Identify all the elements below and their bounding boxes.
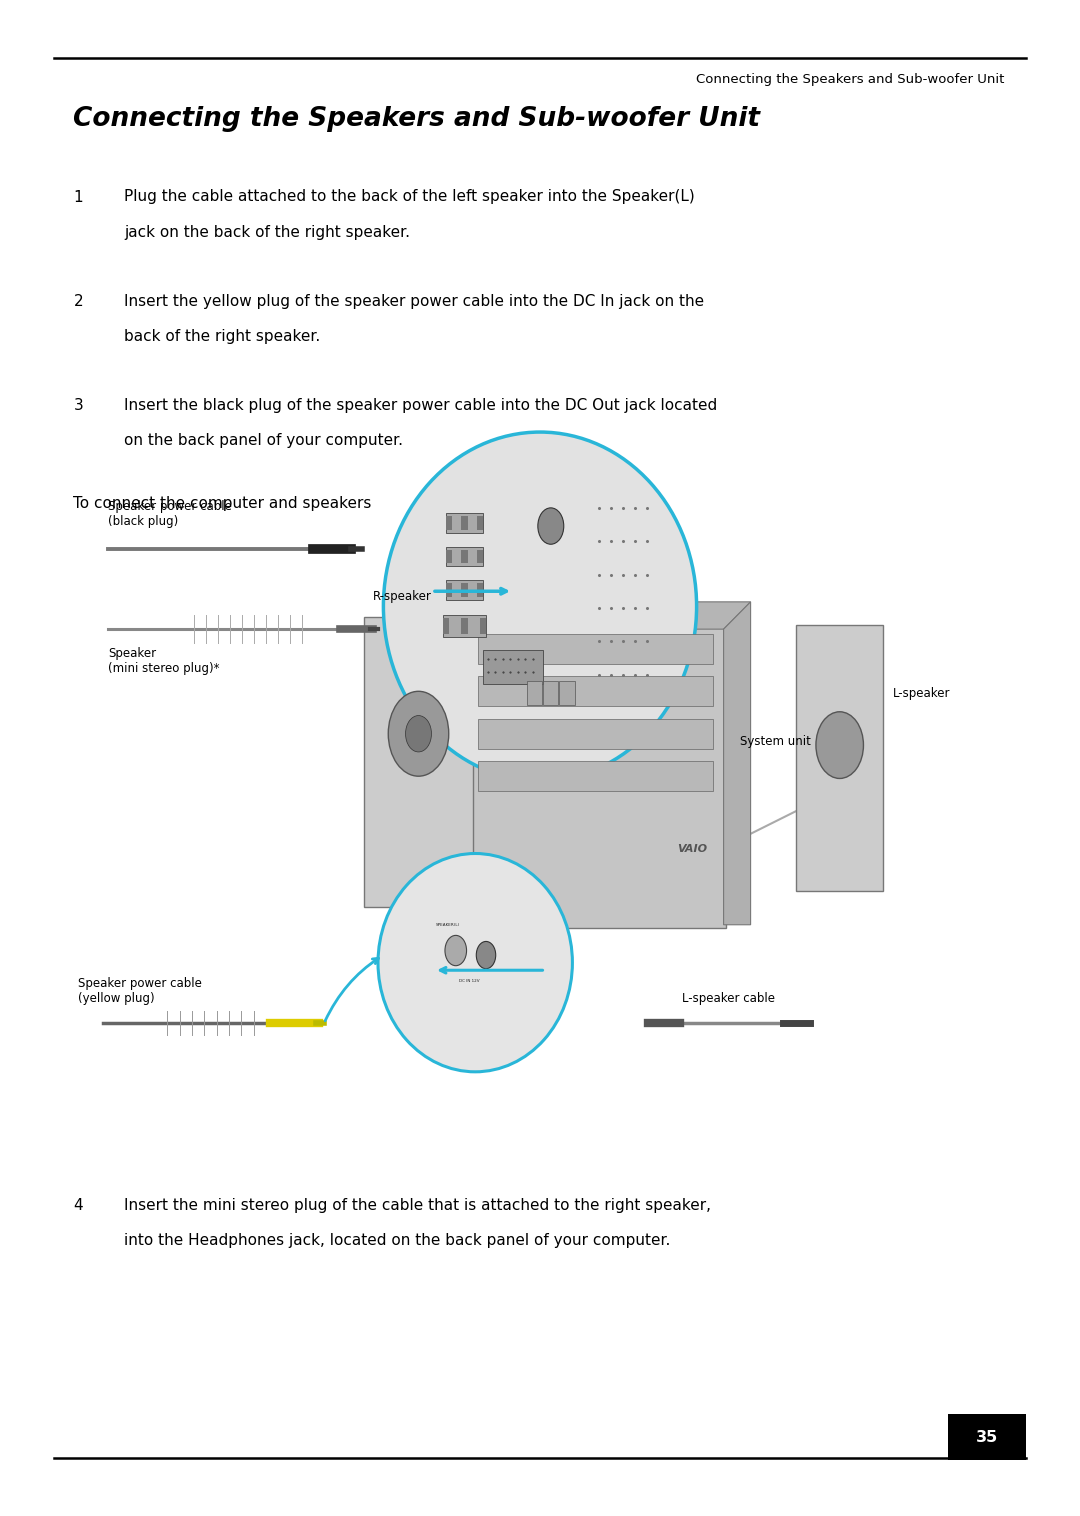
Ellipse shape — [383, 432, 697, 781]
Text: 35: 35 — [976, 1430, 998, 1445]
FancyBboxPatch shape — [446, 512, 484, 532]
Text: Insert the yellow plug of the speaker power cable into the DC In jack on the: Insert the yellow plug of the speaker po… — [124, 294, 704, 309]
Text: Insert the black plug of the speaker power cable into the DC Out jack located: Insert the black plug of the speaker pow… — [124, 399, 717, 412]
FancyBboxPatch shape — [478, 634, 713, 664]
Text: into the Headphones jack, located on the back panel of your computer.: into the Headphones jack, located on the… — [124, 1233, 671, 1248]
Text: Plug the cable attached to the back of the left speaker into the Speaker(L): Plug the cable attached to the back of t… — [124, 190, 694, 205]
FancyBboxPatch shape — [446, 550, 451, 562]
Text: Insert the mini stereo plug of the cable that is attached to the right speaker,: Insert the mini stereo plug of the cable… — [124, 1198, 712, 1213]
FancyBboxPatch shape — [364, 617, 473, 907]
Text: DC IN 12V: DC IN 12V — [459, 979, 481, 982]
Circle shape — [389, 691, 449, 776]
Text: Speaker power cable
(yellow plug): Speaker power cable (yellow plug) — [78, 978, 202, 1005]
Polygon shape — [470, 602, 751, 629]
FancyBboxPatch shape — [477, 582, 484, 596]
FancyBboxPatch shape — [446, 579, 484, 599]
Text: Connecting the Speakers and Sub-woofer Unit: Connecting the Speakers and Sub-woofer U… — [696, 73, 1004, 86]
FancyBboxPatch shape — [559, 681, 575, 705]
Text: Connecting the Speakers and Sub-woofer Unit: Connecting the Speakers and Sub-woofer U… — [73, 106, 760, 132]
Text: 1: 1 — [73, 190, 83, 205]
FancyBboxPatch shape — [461, 582, 468, 596]
Text: Speaker
(mini stereo plug)*: Speaker (mini stereo plug)* — [108, 647, 219, 675]
Text: System unit: System unit — [740, 735, 811, 749]
Text: SPEAKER(L): SPEAKER(L) — [436, 923, 460, 926]
Text: 2: 2 — [73, 294, 83, 309]
FancyBboxPatch shape — [477, 515, 484, 529]
FancyBboxPatch shape — [948, 1414, 1026, 1460]
Ellipse shape — [378, 854, 572, 1072]
FancyBboxPatch shape — [478, 719, 713, 749]
FancyBboxPatch shape — [446, 546, 484, 565]
FancyBboxPatch shape — [446, 515, 451, 529]
Text: jack on the back of the right speaker.: jack on the back of the right speaker. — [124, 224, 410, 240]
FancyBboxPatch shape — [527, 681, 542, 705]
Text: L-speaker cable: L-speaker cable — [683, 991, 775, 1005]
FancyBboxPatch shape — [461, 515, 468, 529]
Text: 3: 3 — [73, 399, 83, 412]
FancyBboxPatch shape — [461, 619, 468, 634]
FancyBboxPatch shape — [478, 761, 713, 791]
Text: on the back panel of your computer.: on the back panel of your computer. — [124, 434, 403, 449]
FancyBboxPatch shape — [543, 681, 558, 705]
Circle shape — [476, 941, 496, 969]
FancyBboxPatch shape — [478, 676, 713, 706]
FancyBboxPatch shape — [477, 550, 484, 562]
Text: back of the right speaker.: back of the right speaker. — [124, 329, 321, 344]
Text: L-speaker: L-speaker — [893, 687, 950, 700]
Circle shape — [406, 716, 432, 752]
FancyBboxPatch shape — [443, 619, 449, 634]
Text: To connect the computer and speakers: To connect the computer and speakers — [73, 496, 372, 511]
Circle shape — [538, 508, 564, 544]
Circle shape — [445, 935, 467, 966]
Text: Speaker power cable
(black plug): Speaker power cable (black plug) — [108, 500, 232, 528]
Circle shape — [816, 713, 864, 779]
Text: R-speaker: R-speaker — [373, 590, 432, 603]
Text: VAIO: VAIO — [677, 844, 707, 854]
FancyBboxPatch shape — [461, 550, 468, 562]
FancyBboxPatch shape — [483, 650, 542, 684]
FancyBboxPatch shape — [446, 582, 451, 596]
FancyBboxPatch shape — [443, 615, 486, 637]
Text: 4: 4 — [73, 1198, 83, 1213]
Polygon shape — [724, 602, 751, 925]
FancyBboxPatch shape — [480, 619, 486, 634]
FancyBboxPatch shape — [468, 626, 726, 928]
FancyBboxPatch shape — [796, 625, 883, 891]
